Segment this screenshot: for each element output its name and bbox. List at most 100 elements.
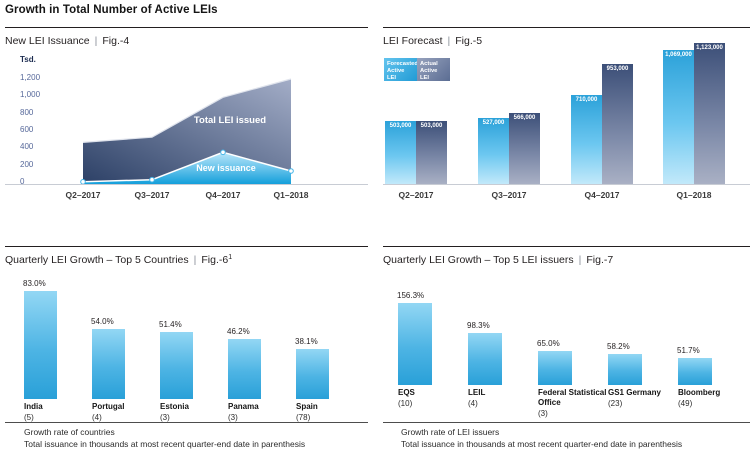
fig5-title: LEI Forecast | Fig.-5	[383, 35, 482, 47]
category-label: Federal Statistical Office (3)	[538, 388, 616, 418]
category-label: GS1 Germany (23)	[608, 388, 686, 408]
legend-actual-active-lei: Actual Active LEI	[417, 58, 450, 81]
bar-value-label: 566,000	[513, 115, 536, 121]
fig5-panel: LEI Forecast | Fig.-5 Forecasted Active LE…	[383, 27, 750, 247]
fig6-panel: Quarterly LEI Growth – Top 5 Countries | F…	[5, 246, 368, 458]
legend-forecasted-active-lei: Forecasted Active LEI	[384, 58, 418, 81]
fig6-bar-estonia	[160, 332, 193, 399]
fig6-footnote-rule	[5, 422, 368, 423]
bar-value-label: 503,000	[389, 123, 412, 129]
bar-value-label: 503,000	[420, 123, 443, 129]
y-axis-tick-label: 200	[20, 159, 34, 169]
fig6-bar-india	[24, 291, 57, 399]
category-label: Panama (3)	[228, 402, 294, 422]
bar-value-label: 58.2%	[607, 342, 630, 351]
bar-forecasted-4: 1,069,000	[663, 50, 694, 184]
category-name: Federal Statistical Office	[538, 388, 607, 407]
fig5-legend: Forecasted Active LEI Actual Active LEI	[384, 58, 450, 81]
fig4-area-chart: Total LEI issued New issuance	[80, 78, 294, 185]
category-count: (3)	[160, 413, 170, 422]
fig7-bar-leil	[468, 333, 502, 385]
fig7-fig-label: Fig.-7	[586, 254, 614, 266]
fig7-bar-gs1-germany	[608, 354, 642, 385]
fig4-title: New LEI Issuance | Fig.-4	[5, 35, 129, 47]
bar-value-label: 1,123,000	[696, 45, 723, 51]
category-label: Spain (78)	[296, 402, 362, 422]
bar-actual-2: 566,000	[509, 113, 540, 184]
total-lei-issued-edge	[82, 78, 292, 143]
title-separator: |	[193, 254, 197, 266]
category-count: (49)	[678, 399, 693, 408]
y-axis-tick-label: 0	[20, 177, 25, 186]
x-axis-label: Q2–2017	[65, 190, 101, 200]
fig5-plot-area: 503,000 503,000 527,000 566,000 710,000 953,0…	[383, 28, 750, 184]
fig4-panel: New LEI Issuance | Fig.-4 Tsd. 1,200 1,000 8…	[5, 27, 368, 247]
title-separator: |	[94, 35, 98, 47]
category-label: Portugal (4)	[92, 402, 158, 422]
bar-value-label: 51.4%	[159, 320, 182, 329]
bar-forecasted-2: 527,000	[478, 118, 509, 184]
bar-value-label: 46.2%	[227, 327, 250, 336]
category-label: LEIL (4)	[468, 388, 546, 408]
bar-value-label: 83.0%	[23, 279, 46, 288]
footnote-line: Growth rate of countries	[24, 427, 115, 437]
bar-value-label: 710,000	[575, 97, 598, 103]
fig6-bar-portugal	[92, 329, 125, 399]
bar-value-label: 54.0%	[91, 317, 114, 326]
category-count: (23)	[608, 399, 623, 408]
fig6-footnote: Growth rate of countries Total issuance …	[24, 426, 305, 450]
new-issuance-marker	[288, 168, 294, 174]
category-name: EQS	[398, 388, 415, 397]
fig6-bar-spain	[296, 349, 329, 399]
bar-value-label: 98.3%	[467, 321, 490, 330]
bar-value-label: 65.0%	[537, 339, 560, 348]
fig7-footnote-rule	[383, 422, 750, 423]
bar-value-label: 527,000	[482, 120, 505, 126]
new-issuance-marker	[220, 149, 226, 156]
category-name: Portugal	[92, 402, 125, 411]
fig4-fig-label: Fig.-4	[102, 35, 130, 47]
fig4-unit-label: Tsd.	[20, 55, 36, 64]
bar-value-label: 953,000	[606, 66, 629, 72]
title-separator: |	[447, 35, 451, 47]
category-count: (4)	[92, 413, 102, 422]
category-name: LEIL	[468, 388, 486, 397]
fig6-fig-label: Fig.-6	[201, 254, 229, 266]
fig7-bar-bloomberg	[678, 358, 712, 385]
x-axis-label: Q4–2017	[205, 190, 241, 200]
new-issuance-marker	[149, 176, 155, 183]
bar-forecasted-1: 503,000	[385, 121, 416, 184]
category-name: Bloomberg	[678, 388, 721, 397]
category-name: Estonia	[160, 402, 189, 411]
new-issuance-area	[83, 152, 291, 184]
bar-value-label: 156.3%	[397, 291, 425, 300]
bar-value-label: 51.7%	[677, 346, 700, 355]
category-label: Estonia (3)	[160, 402, 226, 422]
fig4-title-text: New LEI Issuance	[5, 35, 90, 47]
fig7-panel: Quarterly LEI Growth – Top 5 LEI issuers…	[383, 246, 750, 458]
x-axis-label: Q3–2017	[491, 190, 527, 200]
fig5-axis-line	[383, 184, 750, 185]
fig4-axis-line	[5, 184, 368, 185]
fig5-title-text: LEI Forecast	[383, 35, 443, 47]
fig4-plot-area: Total LEI issued New issuance	[5, 64, 368, 185]
fig5-fig-label: Fig.-5	[455, 35, 483, 47]
fig6-title-text: Quarterly LEI Growth – Top 5 Countries	[5, 254, 189, 266]
x-axis-label: Q2–2017	[398, 190, 434, 200]
bar-value-label: 1,069,000	[665, 52, 692, 58]
fig7-footnote: Growth rate of LEI issuers Total issuanc…	[401, 426, 682, 450]
fig6-plot-area: 83.0% India (5) 54.0% Portugal (4) 51.4% Estoni…	[5, 247, 368, 447]
y-axis-tick-label: 600	[20, 125, 34, 134]
fig6-bar-panama	[228, 339, 261, 399]
category-name: India	[24, 402, 43, 411]
fig7-title: Quarterly LEI Growth – Top 5 LEI issuers…	[383, 254, 613, 266]
title-separator: |	[578, 254, 582, 266]
y-axis-tick-label: 1,200	[20, 72, 41, 82]
bar-actual-1: 503,000	[416, 121, 447, 184]
category-name: Spain	[296, 402, 318, 411]
new-issuance-series-label: New issuance	[196, 163, 256, 173]
category-count: (78)	[296, 413, 311, 422]
y-axis-tick-label: 800	[20, 107, 34, 117]
bar-actual-4: 1,123,000	[694, 43, 725, 184]
category-label: Bloomberg (49)	[678, 388, 750, 408]
